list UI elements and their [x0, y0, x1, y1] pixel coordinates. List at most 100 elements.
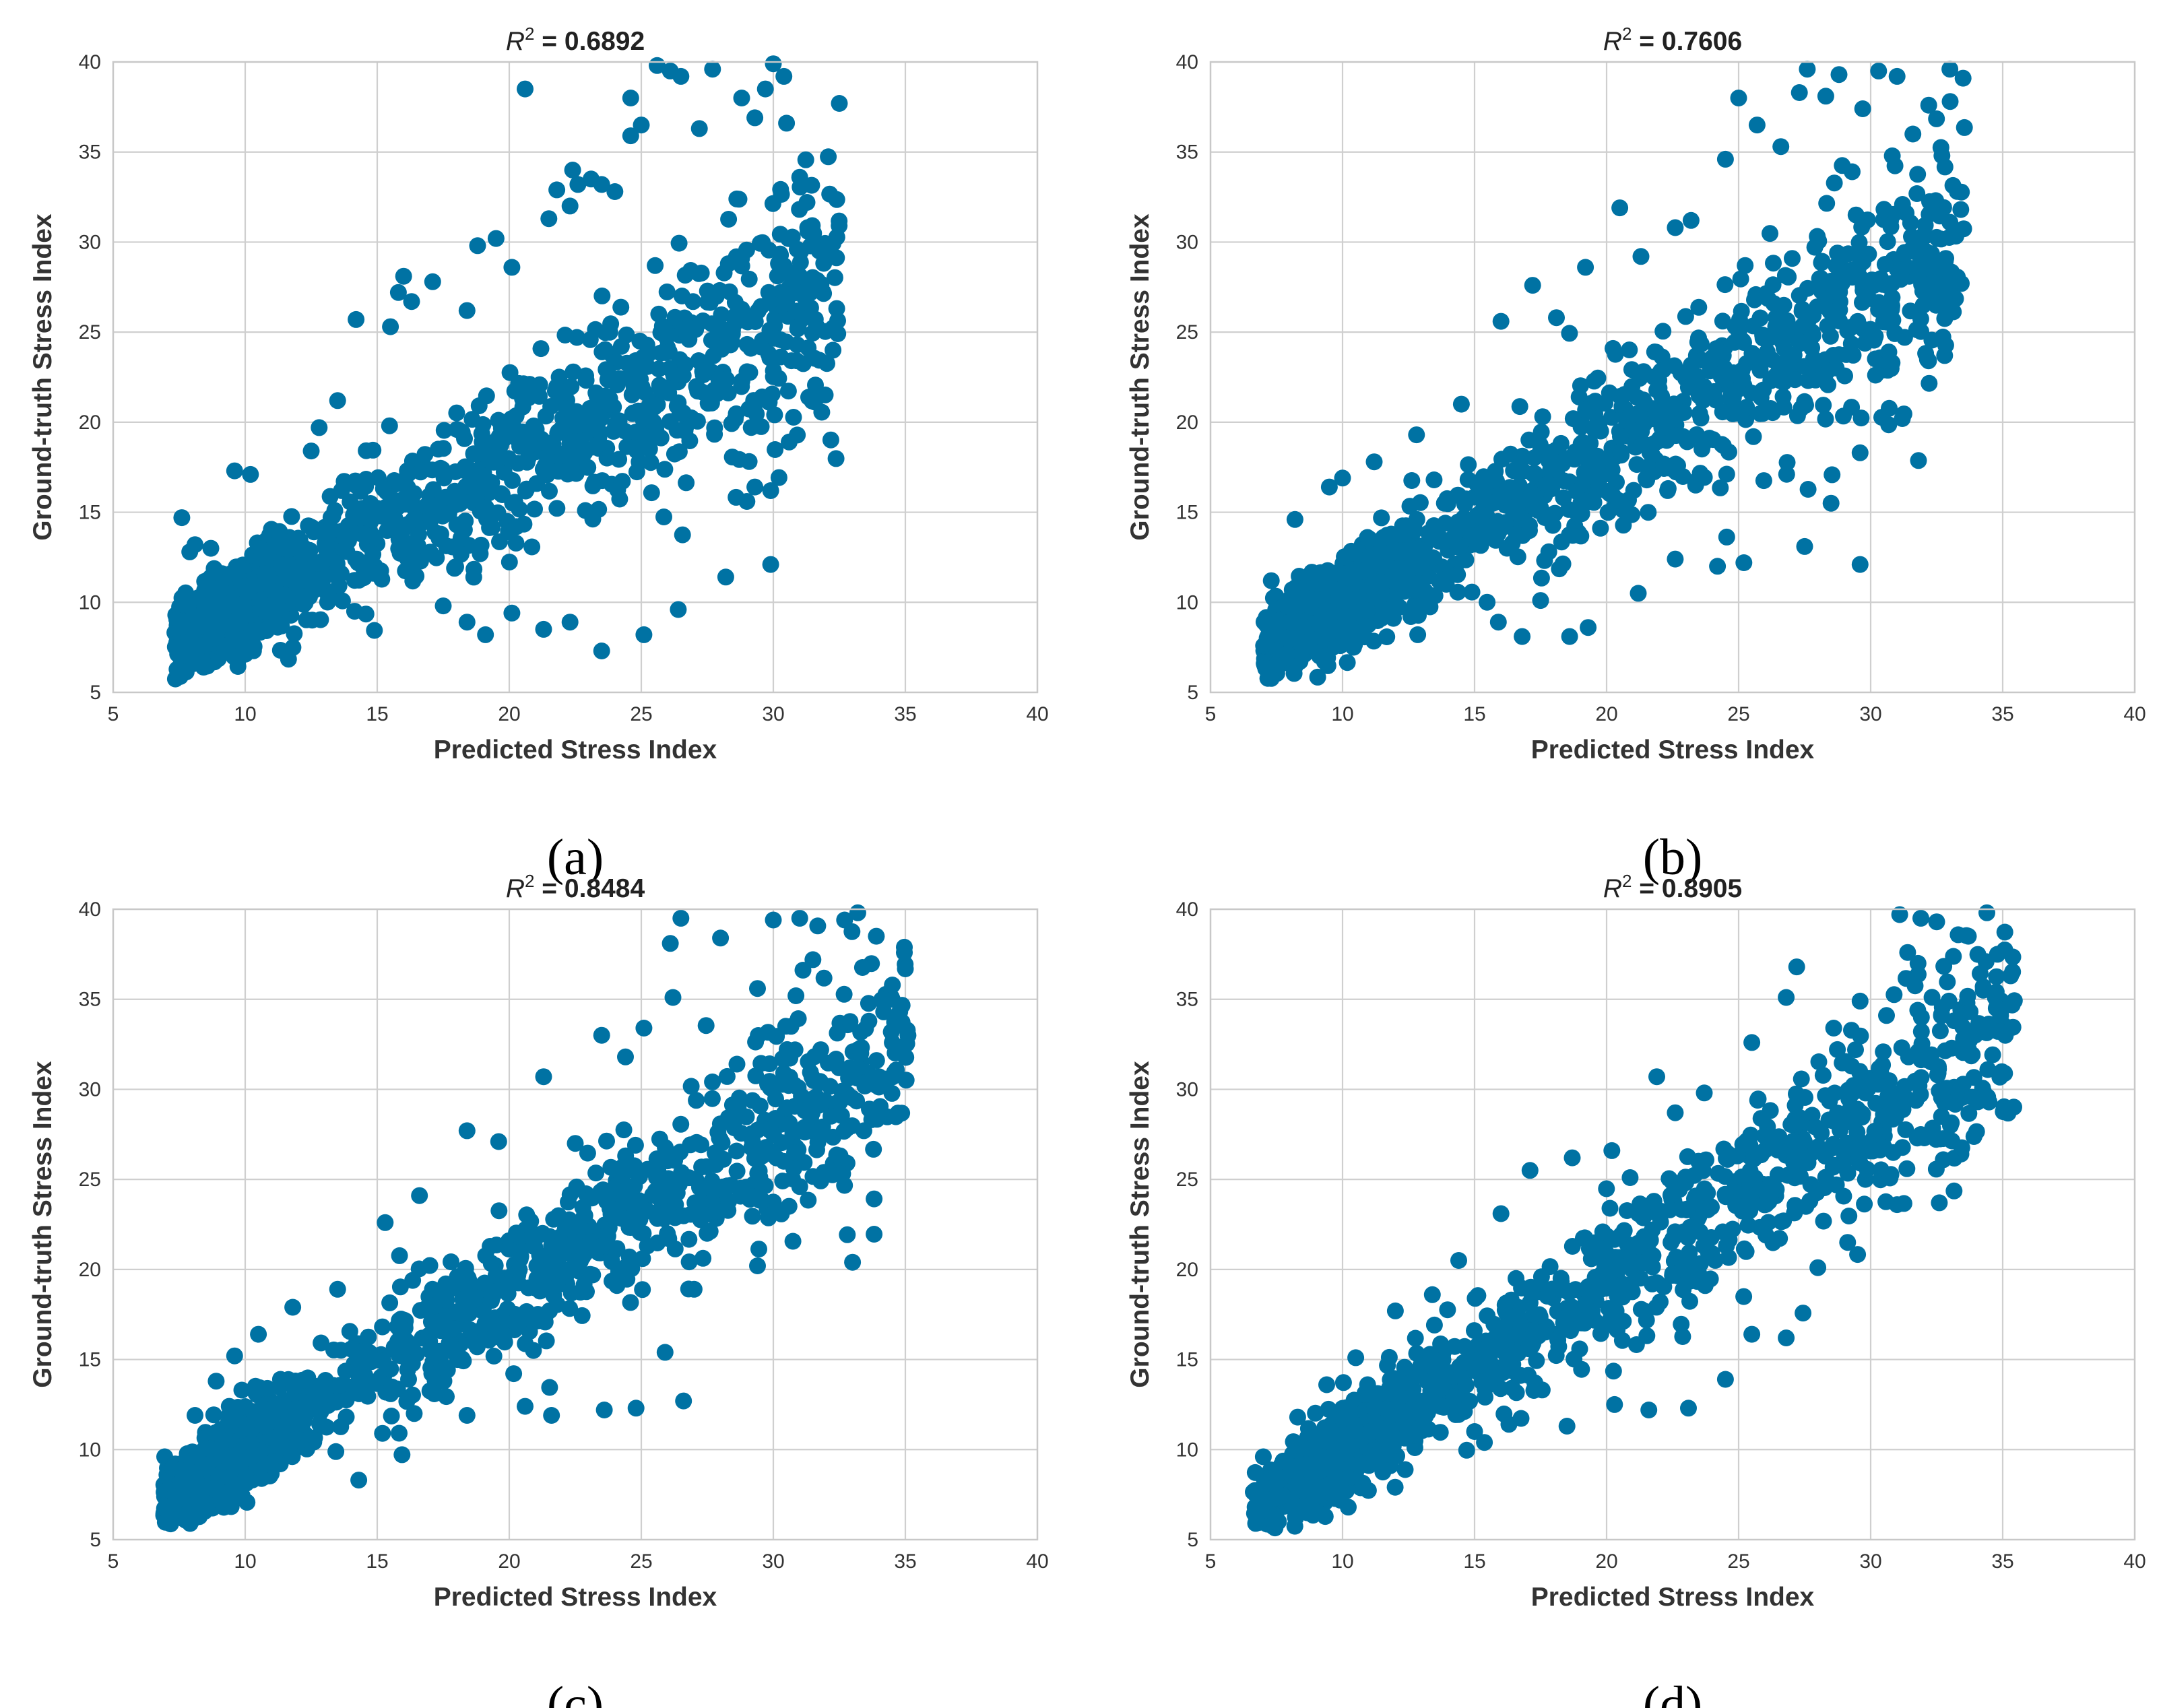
data-point [1460, 456, 1477, 473]
data-point [457, 513, 474, 530]
data-point [430, 440, 447, 458]
data-point [631, 357, 649, 374]
data-point [1875, 201, 1893, 218]
data-point [250, 1325, 267, 1343]
data-point [768, 1149, 785, 1167]
data-point [682, 262, 699, 279]
data-point [684, 293, 702, 310]
data-point [803, 176, 820, 194]
x-tick-label: 20 [498, 1550, 520, 1573]
data-point [448, 404, 465, 422]
data-point [1612, 442, 1630, 460]
data-point [841, 1013, 859, 1030]
data-point [1880, 343, 1898, 361]
data-point [1667, 219, 1684, 236]
data-point [659, 1203, 676, 1220]
data-point [773, 186, 790, 203]
data-point [1888, 67, 1906, 85]
data-point [482, 1238, 499, 1255]
data-point [622, 90, 639, 106]
data-point [656, 1344, 674, 1361]
data-point [821, 185, 839, 203]
data-point [258, 574, 276, 592]
data-point [590, 500, 608, 518]
data-point [425, 497, 443, 515]
data-point [356, 1354, 373, 1371]
data-point [540, 210, 558, 228]
data-point [1886, 325, 1904, 342]
data-point [828, 249, 845, 267]
data-point [1724, 389, 1742, 406]
data-point [741, 364, 759, 381]
data-point [791, 909, 808, 927]
data-point [748, 405, 765, 423]
data-point [366, 622, 383, 639]
data-point [173, 509, 191, 527]
data-point [593, 287, 611, 304]
data-point [744, 1188, 761, 1206]
data-point [490, 1133, 507, 1150]
data-point [1680, 1400, 1697, 1417]
data-point [558, 399, 575, 417]
data-point [1944, 176, 1962, 194]
data-point [815, 1164, 833, 1181]
data-point [207, 629, 224, 647]
data-point [733, 90, 750, 106]
data-point [577, 502, 594, 519]
data-point [628, 463, 645, 481]
data-point [487, 230, 505, 247]
data-point [682, 1206, 700, 1223]
y-tick-label: 35 [1176, 141, 1198, 164]
data-point [811, 1074, 829, 1091]
data-point [1281, 614, 1299, 631]
data-point [405, 511, 422, 529]
data-point [1403, 472, 1421, 489]
data-point [733, 300, 750, 318]
y-tick-label: 25 [1176, 321, 1198, 343]
data-point [562, 378, 580, 395]
data-point [723, 449, 741, 466]
data-point [449, 1268, 466, 1286]
data-point [699, 282, 716, 300]
data-point [805, 224, 823, 242]
data-point [1791, 84, 1808, 101]
data-point [1621, 407, 1639, 425]
data-point [752, 418, 770, 435]
data-point [1279, 597, 1296, 615]
data-point [706, 419, 723, 436]
data-point [242, 465, 259, 483]
data-point [288, 559, 305, 577]
panel-d: 5 10 15 20 25 30 35 40510152025303540Predicted … [1126, 871, 2146, 1708]
y-tick-label: 20 [79, 412, 101, 434]
data-point [1824, 466, 1841, 484]
y-tick-label: 40 [1176, 51, 1198, 73]
title-symbol: R [506, 874, 525, 903]
data-point [733, 250, 750, 267]
data-point [617, 1147, 635, 1164]
data-point [463, 411, 481, 428]
data-point [579, 1144, 596, 1162]
panel-caption: (a) [547, 829, 604, 886]
data-point [1908, 185, 1926, 202]
data-point [508, 518, 525, 535]
data-point [309, 571, 327, 589]
data-point [1851, 556, 1869, 573]
data-point [445, 1320, 463, 1338]
data-point [1718, 465, 1735, 483]
data-point [394, 522, 412, 539]
data-point [1842, 268, 1860, 286]
data-point [593, 643, 610, 659]
data-point [868, 927, 885, 945]
data-point [329, 392, 346, 409]
data-point [411, 1187, 428, 1204]
data-point [765, 55, 782, 73]
data-point [633, 117, 650, 134]
title-symbol: R [506, 27, 525, 56]
data-point [535, 1068, 552, 1086]
data-point [276, 586, 293, 603]
data-point [780, 1197, 798, 1215]
data-point [612, 298, 630, 316]
data-point [749, 1257, 766, 1274]
data-point [678, 474, 695, 492]
data-point [763, 385, 781, 403]
